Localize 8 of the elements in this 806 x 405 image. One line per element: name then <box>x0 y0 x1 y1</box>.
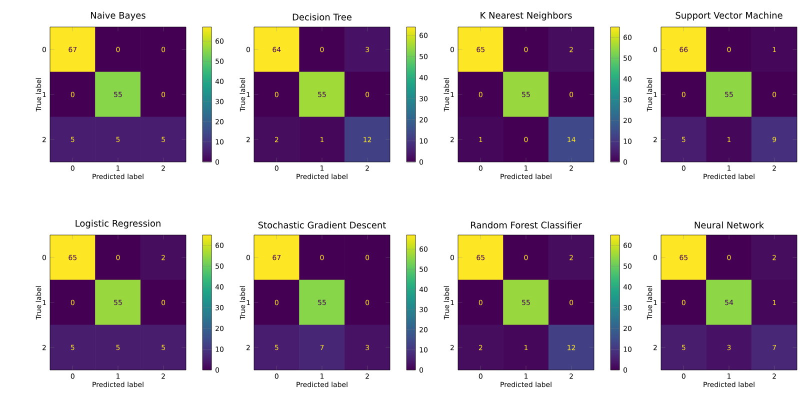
chart-title: Neural Network <box>694 222 764 228</box>
chart-title: Logistic Regression <box>76 220 160 228</box>
chart-title: Naive Bayes <box>91 12 146 20</box>
chart-title: Decision Tree <box>292 14 352 20</box>
chart-title: Support Vector Machine <box>676 12 782 20</box>
chart-title: K Nearest Neighbors <box>480 12 572 20</box>
chart-title: Stochastic Gradient Descent <box>258 222 386 228</box>
chart-title: Random Forest Classifier <box>471 222 582 228</box>
